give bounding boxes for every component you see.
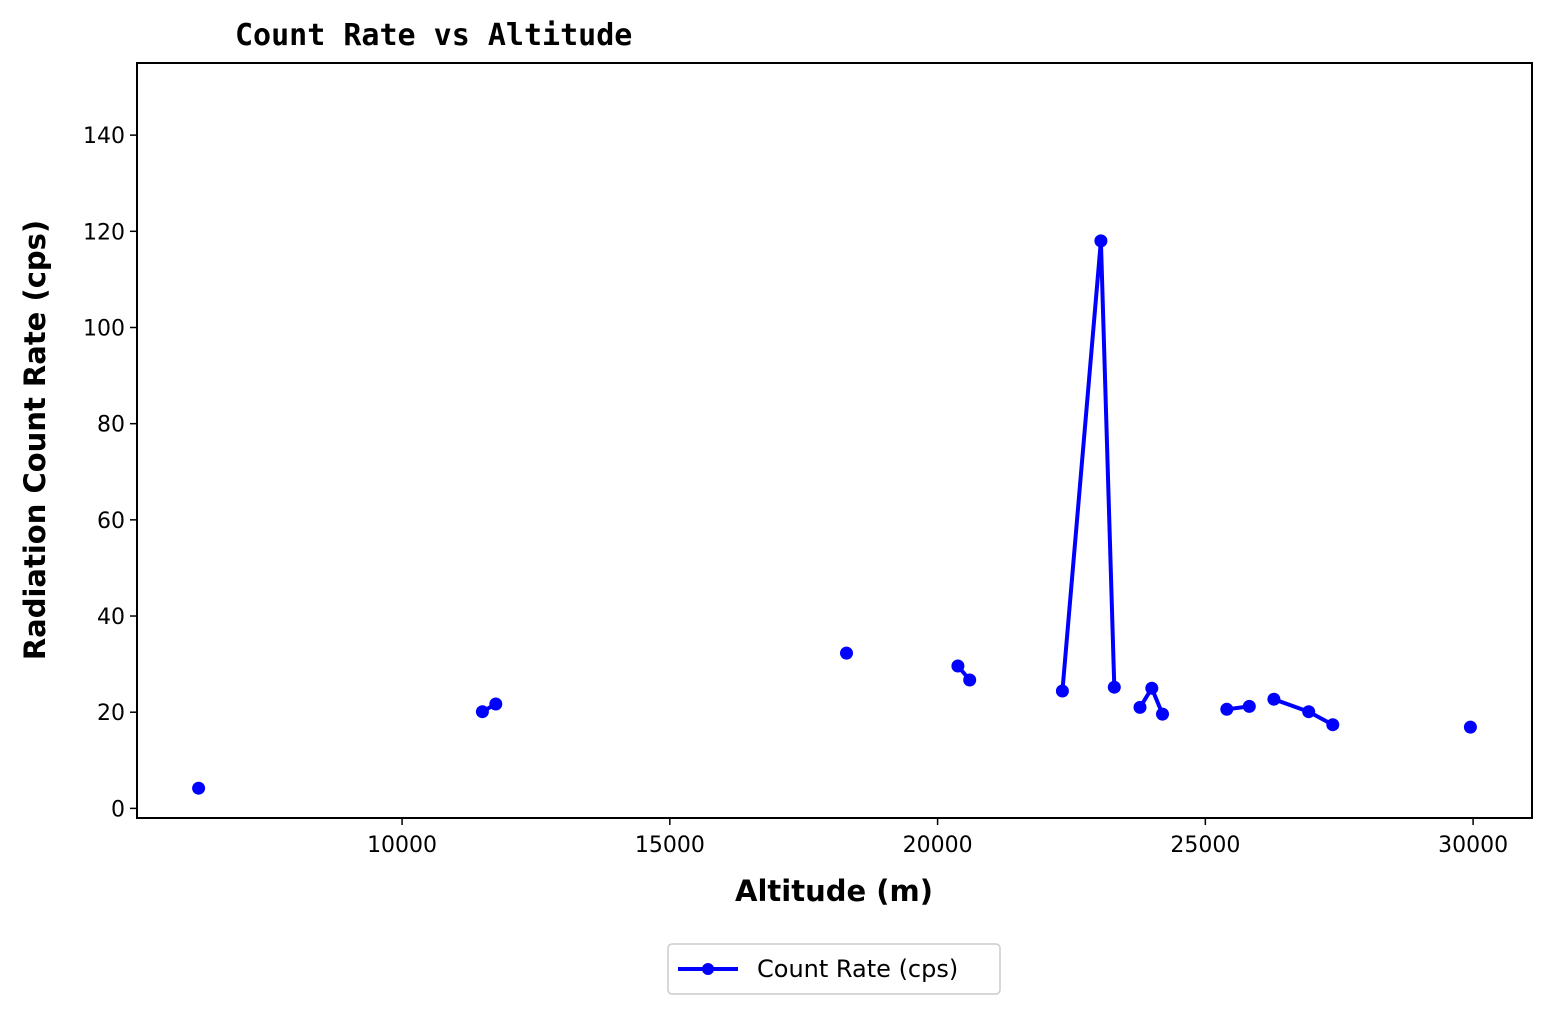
data-point <box>1094 234 1108 248</box>
data-point <box>1242 699 1256 713</box>
data-point <box>489 697 503 711</box>
data-point <box>1156 707 1169 721</box>
y-tick-label: 20 <box>97 701 125 726</box>
y-tick-label: 60 <box>97 509 125 534</box>
x-axis-label: Altitude (m) <box>735 874 933 908</box>
x-tick-label: 25000 <box>1170 833 1240 858</box>
data-point <box>1055 684 1069 698</box>
legend-marker-swatch <box>702 963 714 975</box>
data-point <box>1145 681 1159 695</box>
x-tick-label: 10000 <box>367 833 437 858</box>
data-point <box>475 705 489 719</box>
y-tick-label: 140 <box>83 124 125 149</box>
plot-frame <box>136 62 1533 819</box>
data-point <box>840 646 853 660</box>
axes: 10000 15000 20000 25000 30000 0 20 40 60 80 100 120… <box>83 62 1533 858</box>
data-point <box>1267 692 1281 706</box>
x-tick-label: 20000 <box>903 833 973 858</box>
y-tick-label: 120 <box>83 220 125 245</box>
data-point <box>963 673 977 687</box>
chart-title: Count Rate vs Altitude <box>235 18 632 53</box>
legend-entry-label: Count Rate (cps) <box>757 955 958 983</box>
legend-box <box>667 943 1001 995</box>
series-line-segment <box>1060 238 1117 692</box>
data-point <box>1302 705 1316 719</box>
y-tick-label: 100 <box>83 316 125 341</box>
data-point <box>1326 718 1340 732</box>
plot-lines <box>481 238 1334 727</box>
data-point <box>1220 702 1234 716</box>
plot-points <box>192 234 1477 795</box>
x-tick-label: 15000 <box>635 833 705 858</box>
y-tick-label: 0 <box>111 797 125 822</box>
data-point <box>1133 700 1147 714</box>
data-point <box>1463 720 1477 734</box>
legend: Count Rate (cps) <box>667 943 1001 995</box>
data-point <box>1107 680 1121 694</box>
y-tick-label: 80 <box>97 413 125 438</box>
y-tick-label: 40 <box>97 605 125 630</box>
data-point <box>951 659 965 673</box>
data-point <box>192 781 206 795</box>
x-tick-label: 30000 <box>1438 833 1508 858</box>
y-axis-label: Radiation Count Rate (cps) <box>18 220 52 660</box>
